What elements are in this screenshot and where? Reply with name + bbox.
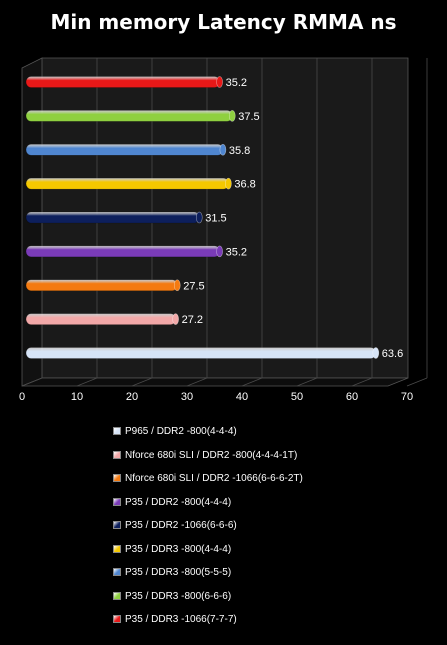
bar — [25, 245, 220, 258]
legend-swatch — [113, 591, 121, 600]
bar — [25, 143, 224, 156]
x-tick-label: 0 — [19, 391, 25, 400]
floor-gridline — [76, 377, 98, 387]
chart-title: Min memory Latency RMMA ns — [50, 10, 397, 34]
floor-gridline — [241, 377, 263, 387]
x-tick-label: 70 — [401, 391, 413, 400]
bar-end-cap — [216, 245, 223, 258]
bar-end-cap — [219, 143, 227, 156]
bar — [25, 177, 229, 190]
floor-gridline — [131, 377, 153, 387]
data-label: 35.2 — [226, 77, 247, 89]
legend-label: P35 / DDR3 -800(4-4-4) — [125, 543, 232, 555]
legend-label: Nforce 680i SLI / DDR2 -1066(6-6-6-2T) — [125, 473, 303, 484]
data-label: 27.5 — [183, 280, 204, 292]
legend-swatch — [113, 568, 121, 576]
data-label: 37.5 — [238, 111, 259, 123]
floor-gridline — [351, 377, 373, 387]
legend-swatch — [113, 497, 121, 506]
bar — [25, 279, 178, 292]
floor-gridline — [406, 377, 428, 387]
x-tick-label: 30 — [181, 391, 193, 400]
floor-gridline — [186, 377, 208, 387]
legend-swatch — [113, 474, 121, 482]
legend-label: P35 / DDR2 -1066(6-6-6) — [125, 520, 237, 531]
x-tick-label: 20 — [126, 391, 138, 400]
legend-label: P35 / DDR2 -800(4-4-4) — [125, 496, 232, 508]
legend-swatch — [113, 615, 121, 623]
bar-end-cap — [195, 211, 203, 224]
data-label: 31.5 — [205, 213, 226, 225]
bar — [25, 76, 220, 88]
legend-label: Nforce 680i SLI / DDR2 -800(4-4-4-1T) — [125, 449, 298, 461]
legend-label: P35 / DDR3 -800(5-5-5) — [125, 567, 232, 578]
legend-label: P35 / DDR3 -1066(7-7-7) — [125, 614, 237, 625]
bar — [25, 347, 377, 359]
bar-end-cap — [216, 76, 223, 88]
x-tick-label: 40 — [236, 391, 248, 400]
floor-gridline — [296, 377, 318, 387]
bar-end-cap — [372, 347, 380, 359]
legend-swatch — [113, 427, 121, 435]
legend-swatch — [113, 544, 121, 553]
data-label: 35.2 — [226, 246, 247, 258]
bar-end-cap — [225, 177, 232, 190]
legend-swatch — [113, 450, 121, 459]
legend-swatch — [113, 521, 121, 529]
data-label: 35.8 — [229, 145, 250, 157]
bar-end-cap — [173, 279, 181, 292]
legend-label: P965 / DDR2 -800(4-4-4) — [125, 426, 237, 437]
x-tick-label: 50 — [291, 391, 303, 400]
legend-label: P35 / DDR3 -800(6-6-6) — [125, 590, 232, 602]
floor-gridline — [21, 377, 43, 387]
bar-end-cap — [228, 110, 236, 122]
data-label: 36.8 — [234, 179, 255, 191]
bar-chart-plot: 63.6 27.2 27.5 35.2 31.5 36.8 35.8 37.5 35.2 0 10… — [19, 57, 428, 400]
data-label: 27.2 — [182, 314, 203, 326]
bar — [25, 110, 233, 122]
bar — [25, 313, 176, 325]
x-tick-label: 10 — [71, 391, 83, 400]
bar — [25, 211, 200, 224]
bar-end-cap — [172, 313, 179, 325]
x-tick-label: 60 — [346, 391, 358, 400]
data-label: 63.6 — [382, 348, 403, 360]
